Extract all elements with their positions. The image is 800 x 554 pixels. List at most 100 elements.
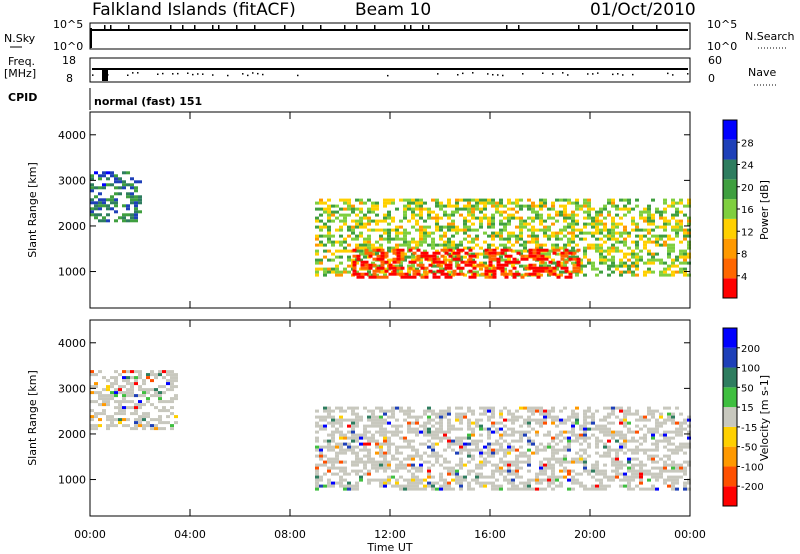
data-cell: [484, 269, 489, 273]
data-cell: [416, 272, 421, 276]
data-cell: [519, 451, 523, 455]
data-cell: [503, 270, 507, 274]
data-cell: [603, 228, 607, 232]
x-tick-label: 20:00: [574, 528, 606, 541]
data-cell: [130, 376, 134, 380]
nsky-tick-bottom: 10^0: [53, 40, 83, 53]
data-cell: [563, 210, 567, 214]
data-cell: [575, 406, 579, 410]
data-cell: [459, 255, 463, 259]
data-cell: [118, 180, 122, 184]
data-cell: [495, 210, 499, 214]
data-cell: [540, 260, 545, 264]
data-cell: [383, 273, 387, 277]
nave-dot: [262, 73, 264, 76]
data-cell: [355, 261, 359, 265]
data-cell: [443, 412, 447, 416]
data-cell: [114, 400, 118, 404]
data-cell: [619, 409, 623, 413]
data-cell: [635, 261, 639, 265]
data-cell: [146, 415, 150, 419]
data-cell: [150, 427, 154, 431]
data-cell: [599, 213, 603, 217]
data-cell: [315, 267, 319, 271]
data-cell: [102, 183, 106, 187]
data-cell: [467, 472, 471, 476]
data-cell: [399, 406, 403, 410]
nave-dot: [562, 72, 564, 74]
data-cell: [527, 204, 531, 208]
data-cell: [556, 260, 561, 264]
data-cell: [591, 234, 595, 238]
data-cell: [532, 272, 537, 276]
data-cell: [327, 240, 331, 244]
data-cell: [339, 418, 343, 422]
data-cell: [403, 487, 407, 491]
data-cell: [451, 448, 455, 452]
data-cell: [671, 481, 675, 485]
data-cell: [683, 472, 687, 476]
data-cell: [507, 427, 511, 431]
data-cell: [380, 251, 385, 255]
data-cell: [379, 237, 383, 241]
colorbar-segment: [723, 367, 737, 388]
data-cell: [671, 415, 675, 419]
data-cell: [667, 463, 671, 467]
data-cell: [683, 270, 687, 274]
data-cell: [499, 457, 503, 461]
data-cell: [455, 198, 459, 202]
nave-dot: [672, 74, 674, 76]
data-cell: [443, 204, 447, 208]
data-cell: [607, 234, 611, 238]
data-cell: [627, 469, 631, 473]
nave-dot: [227, 74, 229, 77]
data-cell: [355, 225, 359, 229]
data-cell: [651, 430, 655, 434]
data-cell: [351, 207, 355, 211]
data-cell: [403, 231, 407, 235]
data-cell: [631, 273, 635, 277]
data-cell: [479, 201, 483, 205]
data-cell: [543, 478, 547, 482]
data-cell: [495, 427, 499, 431]
data-cell: [130, 183, 134, 187]
data-cell: [563, 406, 567, 410]
data-cell: [571, 255, 575, 259]
data-cell: [94, 204, 98, 208]
data-cell: [419, 424, 423, 428]
data-cell: [134, 189, 138, 193]
data-cell: [479, 246, 483, 250]
data-cell: [555, 460, 559, 464]
data-cell: [675, 231, 679, 235]
data-cell: [376, 257, 381, 261]
data-cell: [367, 234, 371, 238]
data-cell: [343, 270, 347, 274]
data-cell: [432, 275, 437, 279]
data-cell: [675, 234, 679, 238]
data-cell: [347, 207, 351, 211]
data-cell: [118, 373, 122, 377]
data-cell: [447, 201, 451, 205]
data-cell: [511, 478, 515, 482]
data-cell: [114, 219, 118, 223]
data-cell: [504, 254, 509, 258]
data-cell: [635, 418, 639, 422]
data-cell: [507, 246, 511, 250]
data-cell: [435, 421, 439, 425]
data-cell: [419, 442, 423, 446]
data-cell: [499, 243, 503, 247]
data-cell: [399, 466, 403, 470]
data-cell: [375, 445, 379, 449]
data-cell: [539, 207, 543, 211]
data-cell: [431, 240, 435, 244]
data-cell: [475, 439, 479, 443]
data-cell: [375, 204, 379, 208]
data-cell: [463, 448, 467, 452]
data-cell: [623, 225, 627, 229]
data-cell: [355, 219, 359, 223]
data-cell: [114, 412, 118, 416]
data-cell: [499, 198, 503, 202]
data-cell: [451, 478, 455, 482]
data-cell: [536, 248, 541, 252]
data-cell: [451, 469, 455, 473]
